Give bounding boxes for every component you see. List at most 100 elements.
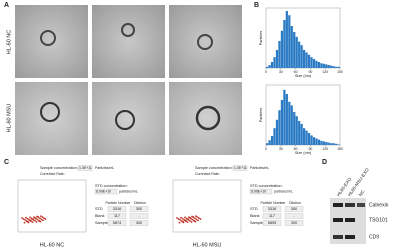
hist-bar bbox=[310, 135, 313, 145]
field bbox=[232, 165, 248, 171]
cell-text: Sample bbox=[250, 221, 263, 225]
field bbox=[94, 188, 118, 195]
dot bbox=[194, 217, 196, 220]
dot bbox=[31, 218, 33, 220]
panel-label: D bbox=[322, 159, 327, 166]
x-label: Size (nm) bbox=[295, 151, 312, 155]
dot bbox=[26, 220, 28, 223]
hist-bar bbox=[298, 41, 301, 68]
dot bbox=[186, 221, 189, 224]
dot bbox=[188, 216, 191, 219]
dot bbox=[21, 217, 23, 219]
x-tick-label: 60 bbox=[294, 70, 298, 74]
hist-bar bbox=[330, 65, 333, 68]
col-head: Dilution bbox=[289, 201, 301, 205]
caption: HL-60 NC bbox=[40, 242, 64, 248]
dot bbox=[32, 219, 35, 221]
dot bbox=[30, 220, 32, 223]
hist-bar bbox=[266, 66, 269, 68]
hist-bar bbox=[312, 137, 316, 145]
cell-text: 117 bbox=[114, 214, 120, 218]
plot bbox=[172, 179, 242, 233]
dot bbox=[29, 216, 31, 219]
protein-label: TSG101 bbox=[369, 217, 388, 223]
dot bbox=[191, 215, 193, 218]
hist-bar bbox=[273, 57, 276, 68]
cell-text: 3316 bbox=[268, 207, 276, 211]
hist-bar bbox=[310, 57, 313, 68]
hist-bar bbox=[270, 62, 274, 68]
cell bbox=[284, 213, 304, 219]
hist-bar bbox=[270, 136, 274, 145]
y-label: Particles bbox=[259, 108, 263, 123]
x-tick-label: 90 bbox=[308, 147, 312, 151]
dot bbox=[187, 219, 190, 221]
dot bbox=[181, 217, 184, 220]
dot bbox=[25, 216, 27, 219]
hist-bar bbox=[278, 41, 281, 68]
panel-label: A bbox=[4, 2, 9, 9]
hist-bar bbox=[300, 124, 303, 145]
dot bbox=[177, 218, 180, 220]
dot bbox=[183, 219, 186, 222]
x-tick-label: 30 bbox=[279, 70, 283, 74]
hist-bar bbox=[266, 143, 269, 145]
hist-bar bbox=[312, 59, 316, 68]
hist-bar bbox=[293, 112, 296, 145]
hist-bar bbox=[303, 50, 306, 68]
unit: particles/mL bbox=[119, 189, 138, 193]
cell-text: 5874 bbox=[113, 221, 121, 225]
hist-bar bbox=[280, 30, 284, 68]
lane-label: NC bbox=[358, 188, 366, 197]
dot bbox=[189, 220, 191, 222]
dot bbox=[24, 219, 26, 221]
hist-bar bbox=[285, 11, 288, 68]
dot bbox=[180, 216, 182, 219]
hist-bar bbox=[288, 101, 291, 145]
dot bbox=[190, 217, 192, 220]
x-tick-label: 0 bbox=[265, 70, 267, 74]
x-label: Size (nm) bbox=[295, 74, 312, 78]
panel-label: C bbox=[4, 159, 9, 166]
protein-label: CD9 bbox=[369, 234, 379, 240]
hist-bar bbox=[307, 133, 311, 145]
dot bbox=[199, 218, 202, 220]
dot bbox=[38, 220, 41, 223]
x-tick-label: 120 bbox=[322, 147, 328, 151]
cell-text: STD bbox=[250, 207, 258, 211]
panel-label: B bbox=[254, 2, 259, 9]
x-tick-label: 150 bbox=[337, 70, 343, 74]
hist-bar bbox=[332, 143, 335, 145]
dot bbox=[40, 218, 43, 221]
dot bbox=[191, 218, 194, 221]
dot bbox=[36, 218, 39, 221]
hist-bar bbox=[290, 26, 293, 68]
label: Sample concentration: bbox=[40, 166, 78, 170]
dot bbox=[193, 220, 196, 223]
hist-bar bbox=[290, 105, 293, 145]
dot bbox=[185, 220, 187, 223]
value: 6.09E+10 bbox=[96, 189, 111, 193]
hist-bar bbox=[325, 64, 328, 68]
hist-bar bbox=[332, 66, 335, 68]
hist-bar bbox=[327, 142, 330, 145]
dot bbox=[31, 221, 34, 224]
dot bbox=[179, 219, 181, 221]
hist-bar bbox=[327, 65, 330, 68]
dot bbox=[37, 216, 40, 219]
dot bbox=[41, 216, 44, 219]
hist-bar bbox=[275, 119, 279, 145]
field bbox=[77, 165, 93, 171]
dot bbox=[22, 218, 25, 220]
cell bbox=[262, 220, 282, 226]
row-label: HL-60 NC bbox=[6, 30, 12, 54]
blot bbox=[330, 198, 366, 244]
cell-text: 300 bbox=[136, 221, 142, 225]
dot bbox=[184, 216, 186, 219]
dot bbox=[26, 217, 29, 220]
hist-bar bbox=[305, 52, 308, 68]
hist-bar bbox=[317, 62, 321, 68]
cell-text: - bbox=[138, 214, 140, 218]
cell bbox=[262, 206, 282, 212]
dot bbox=[178, 221, 181, 224]
